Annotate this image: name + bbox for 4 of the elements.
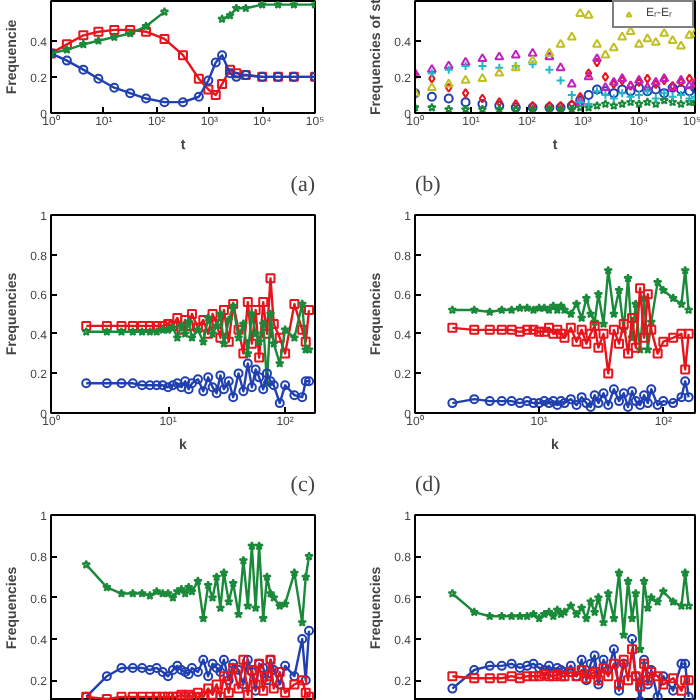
text: (b) [415, 173, 442, 197]
text: (a) [290, 173, 316, 197]
text: (c) [290, 473, 316, 497]
text: (d) [415, 473, 442, 497]
